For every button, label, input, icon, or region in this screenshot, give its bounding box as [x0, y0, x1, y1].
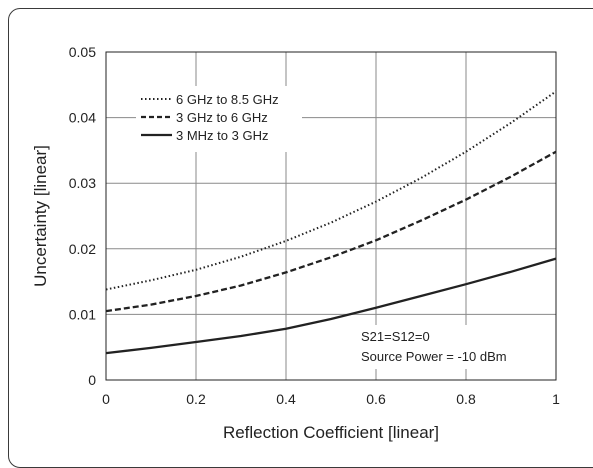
legend: 6 GHz to 8.5 GHz 3 GHz to 6 GHz 3 MHz to… [136, 86, 302, 152]
x-tick-label: 0.4 [276, 391, 296, 407]
y-tick-label: 0.05 [69, 44, 96, 60]
x-tick-labels: 0 0.2 0.4 0.6 0.8 1 [102, 391, 560, 407]
x-tick-label: 0 [102, 391, 110, 407]
legend-label-3-6ghz: 3 GHz to 6 GHz [176, 110, 268, 125]
plot-area [105, 51, 557, 381]
y-tick-labels: 0 0.01 0.02 0.03 0.04 0.05 [69, 44, 96, 388]
series-group [105, 90, 557, 355]
x-tick-label: 0.8 [456, 391, 476, 407]
legend-label-3mhz-3ghz: 3 MHz to 3 GHz [176, 128, 268, 143]
annotation: S21=S12=0 Source Power = -10 dBm [356, 325, 552, 369]
x-tick-label: 0.2 [186, 391, 206, 407]
y-axis-label: Uncertainty [linear] [31, 145, 50, 287]
y-tick-label: 0 [88, 372, 96, 388]
y-tick-label: 0.03 [69, 175, 96, 191]
series-line-dashed [105, 150, 557, 313]
y-tick-label: 0.02 [69, 241, 96, 257]
legend-background [136, 86, 302, 152]
y-tick-label: 0.04 [69, 110, 96, 126]
x-axis-label: Reflection Coefficient [linear] [223, 423, 439, 442]
x-tick-label: 0.6 [366, 391, 386, 407]
legend-label-6-8-5ghz: 6 GHz to 8.5 GHz [176, 92, 279, 107]
y-tick-label: 0.01 [69, 306, 96, 322]
annotation-background [356, 325, 552, 369]
series-line-dotted [105, 90, 557, 291]
x-tick-label: 1 [552, 391, 560, 407]
annotation-line-2: Source Power = -10 dBm [361, 349, 507, 364]
series-line-solid [105, 257, 557, 355]
chart: 0 0.2 0.4 0.6 0.8 1 0 0.01 0.02 0.03 0.04 0.05 Ref… [31, 44, 560, 442]
annotation-line-1: S21=S12=0 [361, 329, 430, 344]
